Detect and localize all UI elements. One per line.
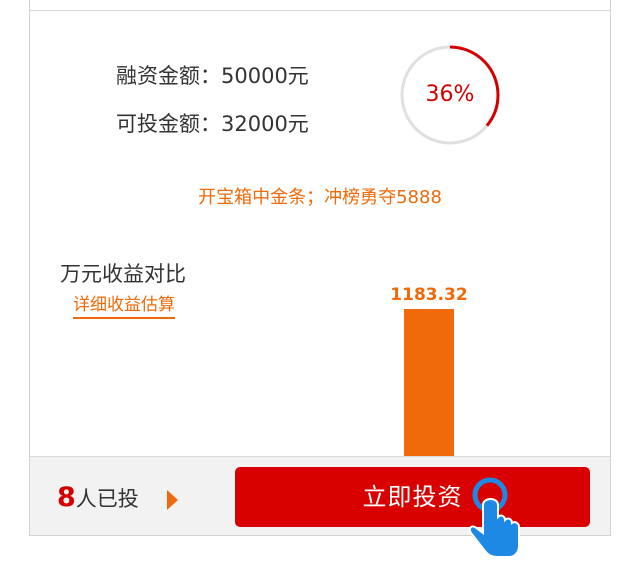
progress-ring-arc (400, 45, 500, 145)
promo-text: 开宝箱中金条；冲榜勇夺5888 (198, 187, 442, 208)
progress-percent: 36% (425, 82, 475, 107)
investor-count-label: 人已投 (75, 487, 139, 511)
funding-amount: 融资金额：50000元 (116, 60, 309, 90)
pointing-hand-icon (468, 477, 520, 558)
funding-label: 融资金额： (116, 64, 221, 88)
funding-value: 50000元 (221, 64, 309, 88)
top-divider (30, 10, 610, 11)
progress-ring (400, 45, 500, 145)
earnings-bar-chart: 182.161183.32 (390, 285, 468, 456)
investor-count-number: 8 (57, 482, 76, 513)
investable-value: 32000元 (221, 112, 309, 136)
detail-earnings-link[interactable]: 详细收益估算 (73, 295, 175, 319)
investment-card: 融资金额：50000元 可投金额：32000元 36% 开宝箱中金条；冲榜勇夺5… (29, 0, 611, 536)
chart-bar-label-3: 1183.32 (390, 285, 467, 305)
investor-count: 8人已投 (57, 482, 139, 513)
section-title: 万元收益对比 (60, 262, 186, 286)
invest-now-button[interactable]: 立即投资 (235, 467, 590, 527)
investable-label: 可投金额： (116, 112, 221, 136)
investable-amount: 可投金额：32000元 (116, 108, 309, 138)
triangle-right-icon[interactable] (167, 490, 178, 510)
chart-bar-3 (404, 309, 454, 456)
